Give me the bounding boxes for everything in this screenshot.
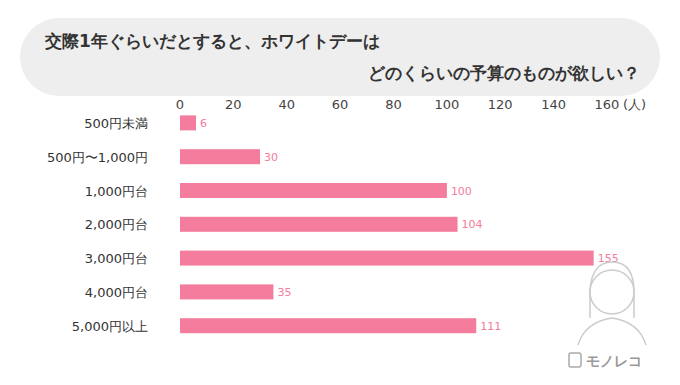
category-label: 1,000円台 — [85, 184, 148, 199]
bars — [180, 115, 594, 333]
chart: 交際1年ぐらいだとすると、ホワイトデーはどのくらいの予算のものが欲しい？ 0 20 4… — [0, 0, 680, 385]
hair — [590, 262, 634, 318]
labels: 500円未満 6 500円〜1,000円 30 1,000円台 100 2,000円台 104… — [47, 116, 619, 334]
x-tick-label: 60 — [332, 97, 349, 112]
data-label: 104 — [462, 218, 483, 231]
bar — [180, 318, 476, 333]
x-axis-title: (人) — [623, 97, 646, 112]
x-tick-label: 140 — [541, 97, 566, 112]
x-tick-label: 0 — [176, 97, 184, 112]
data-label: 155 — [598, 252, 619, 265]
category-label: 500円未満 — [84, 116, 148, 131]
data-label: 6 — [200, 117, 207, 130]
bar — [180, 149, 260, 164]
category-label: 3,000円台 — [85, 251, 148, 266]
x-tick-label: 80 — [385, 97, 402, 112]
category-label: 500円〜1,000円 — [47, 150, 148, 165]
logo-icon — [569, 353, 581, 367]
source: モノレコ — [586, 353, 642, 369]
data-label: 35 — [277, 286, 291, 299]
data-label: 100 — [451, 185, 472, 198]
background — [0, 0, 680, 385]
category-label: 2,000円台 — [85, 217, 148, 232]
decoration — [578, 262, 646, 345]
title-box — [20, 18, 660, 96]
x-ticks: 0 20 40 60 80 100 120 140 160 — [176, 97, 620, 112]
x-tick-label: 20 — [225, 97, 242, 112]
x-tick-label: 120 — [488, 97, 513, 112]
data-label: 111 — [480, 320, 501, 333]
category-label: 5,000円以上 — [72, 319, 148, 334]
data-label: 30 — [264, 151, 278, 164]
category-label: 4,000円台 — [85, 285, 148, 300]
shoulders — [578, 318, 646, 345]
bar — [180, 217, 458, 232]
x-tick-label: 40 — [278, 97, 295, 112]
bar — [180, 251, 594, 266]
bar — [180, 115, 196, 130]
bar — [180, 183, 447, 198]
x-tick-label: 100 — [434, 97, 459, 112]
face — [590, 270, 634, 314]
title: 交際1年ぐらいだとすると、ホワイトデーはどのくらいの予算のものが欲しい？ — [44, 31, 640, 83]
x-tick-label: 160 — [595, 97, 620, 112]
bar — [180, 284, 273, 299]
